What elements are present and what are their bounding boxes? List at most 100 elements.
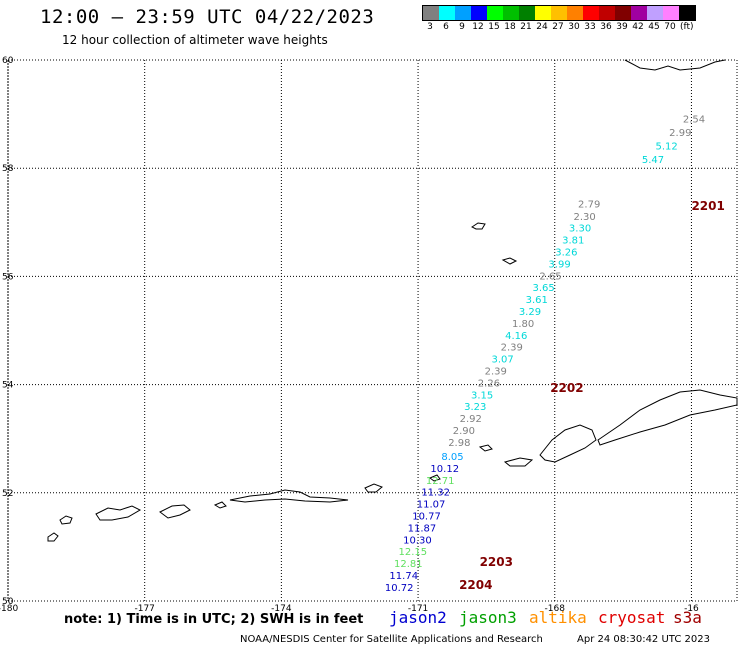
wave-height-value: 3.99 bbox=[548, 259, 570, 270]
legend-label: 18 bbox=[504, 22, 516, 32]
island-near-islands bbox=[47, 532, 59, 542]
wave-height-value: 3.26 bbox=[555, 248, 577, 259]
wave-height-value: 2.99 bbox=[669, 128, 691, 139]
wave-height-value: 3.29 bbox=[519, 307, 541, 318]
footer-org: NOAA/NESDIS Center for Satellite Applica… bbox=[240, 634, 543, 645]
wave-height-value: 2.39 bbox=[485, 367, 507, 378]
wave-height-value: 3.07 bbox=[491, 355, 513, 366]
page-title: 12:00 – 23:59 UTC 04/22/2023 bbox=[40, 6, 375, 28]
wave-height-value: 11.32 bbox=[421, 488, 450, 499]
legend-label: 36 bbox=[600, 22, 612, 32]
legend-unit: (ft) bbox=[680, 22, 694, 32]
island-amchitka bbox=[213, 501, 227, 509]
island-umnak bbox=[503, 457, 534, 467]
lat-tick-label: 50 bbox=[2, 597, 14, 607]
wave-height-value: 3.30 bbox=[569, 224, 591, 235]
legend-swatch bbox=[551, 6, 567, 20]
satellite-cryosat-label: cryosat bbox=[598, 608, 666, 627]
legend-label: 33 bbox=[584, 22, 596, 32]
island-kiska bbox=[159, 504, 191, 519]
legend-swatch bbox=[599, 6, 615, 20]
wave-height-value: 3.81 bbox=[562, 236, 584, 247]
color-legend-labels: 3 6 9 12 15 18 21 24 27 30 33 36 39 42 45 70 (ft) bbox=[422, 22, 700, 32]
island-seguam bbox=[429, 474, 441, 482]
legend-swatch bbox=[439, 6, 455, 20]
legend-label: 24 bbox=[536, 22, 548, 32]
legend-swatch bbox=[423, 6, 439, 20]
legend-label: 30 bbox=[568, 22, 580, 32]
lon-tick-label: -177 bbox=[134, 604, 154, 614]
lat-tick-label: 60 bbox=[2, 56, 14, 66]
wave-height-value: 3.65 bbox=[532, 283, 554, 294]
color-legend-bar bbox=[422, 5, 696, 21]
page-subtitle: 12 hour collection of altimeter wave hei… bbox=[62, 33, 328, 47]
legend-swatch bbox=[647, 6, 663, 20]
legend-swatch bbox=[487, 6, 503, 20]
satellite-jason3-label: jason3 bbox=[459, 608, 517, 627]
legend-label: 45 bbox=[648, 22, 660, 32]
wave-height-value: 11.07 bbox=[417, 500, 446, 511]
legend-swatch bbox=[519, 6, 535, 20]
legend-swatch bbox=[583, 6, 599, 20]
wave-height-value: 2.39 bbox=[501, 343, 523, 354]
legend-swatch bbox=[663, 6, 679, 20]
legend-label: 15 bbox=[488, 22, 500, 32]
wave-height-value: 2.54 bbox=[683, 114, 705, 125]
island-islands-of-four-mountains bbox=[478, 444, 493, 452]
lon-tick-label: -16 bbox=[684, 604, 699, 614]
legend-swatch bbox=[679, 6, 695, 20]
satellite-s3a-label: s3a bbox=[673, 608, 702, 627]
legend-label: 39 bbox=[616, 22, 628, 32]
wave-height-value: 2.98 bbox=[448, 438, 470, 449]
pass-id-label: 2203 bbox=[480, 555, 513, 569]
wave-height-value: 11.74 bbox=[389, 571, 418, 582]
legend-swatch bbox=[471, 6, 487, 20]
legend-label: 12 bbox=[472, 22, 484, 32]
legend-label: 6 bbox=[443, 22, 449, 32]
wave-height-value: 10.12 bbox=[430, 464, 459, 475]
legend-swatch bbox=[535, 6, 551, 20]
lat-tick-label: 54 bbox=[2, 381, 14, 391]
legend-swatch bbox=[631, 6, 647, 20]
wave-height-value: 4.16 bbox=[505, 331, 527, 342]
legend-label: 42 bbox=[632, 22, 644, 32]
lon-tick-label: -174 bbox=[271, 604, 292, 614]
wave-height-value: 11.87 bbox=[408, 523, 437, 534]
satellite-altika-label: altika bbox=[529, 608, 587, 627]
wave-height-value: 5.12 bbox=[656, 141, 678, 152]
island-chain-andreanof bbox=[229, 489, 349, 503]
island-atka bbox=[364, 483, 383, 493]
wave-height-value: 12.71 bbox=[426, 476, 455, 487]
wave-height-value: 2.30 bbox=[573, 212, 595, 223]
lat-tick-label: 56 bbox=[2, 272, 14, 282]
island-attu bbox=[59, 515, 73, 525]
wave-height-value: 3.61 bbox=[526, 295, 548, 306]
lat-tick-label: 58 bbox=[2, 164, 14, 174]
island-chain-rat bbox=[95, 505, 142, 521]
lon-tick-label: -168 bbox=[545, 604, 566, 614]
island-st-paul bbox=[471, 222, 486, 230]
pass-id-label: 2202 bbox=[550, 381, 583, 395]
wave-height-value: 2.65 bbox=[539, 271, 561, 282]
landmass-alaska-peninsula bbox=[597, 389, 738, 446]
wave-height-value: 12.15 bbox=[399, 547, 428, 558]
island-unalaska bbox=[539, 424, 597, 463]
wave-height-value: 2.90 bbox=[453, 426, 475, 437]
map-frame bbox=[7, 59, 738, 602]
legend-swatch bbox=[455, 6, 471, 20]
wave-height-value: 2.79 bbox=[578, 199, 600, 210]
pass-id-label: 2201 bbox=[691, 199, 724, 213]
legend-swatch bbox=[615, 6, 631, 20]
legend-label: 70 bbox=[664, 22, 676, 32]
wave-height-value: 10.77 bbox=[412, 512, 441, 523]
wave-height-value: 3.23 bbox=[464, 402, 486, 413]
note-text: note: 1) Time is in UTC; 2) SWH is in fe… bbox=[64, 612, 364, 627]
legend-label: 27 bbox=[552, 22, 564, 32]
wave-height-value: 2.92 bbox=[460, 414, 482, 425]
legend-label: 21 bbox=[520, 22, 532, 32]
wave-height-value: 12.81 bbox=[394, 559, 423, 570]
lon-tick-label: -180 bbox=[0, 604, 18, 614]
lon-tick-label: -171 bbox=[408, 604, 428, 614]
legend-swatch bbox=[567, 6, 583, 20]
